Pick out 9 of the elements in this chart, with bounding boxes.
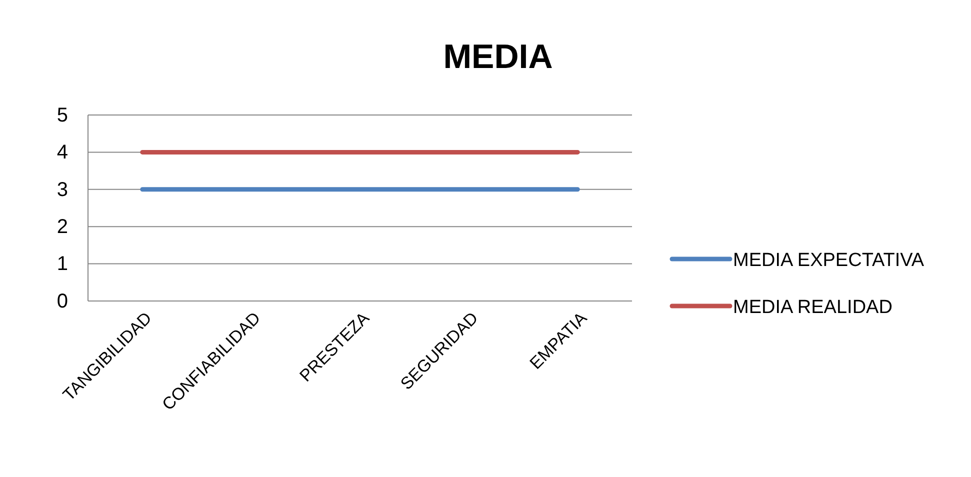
chart-title: MEDIA bbox=[443, 38, 553, 76]
y-tick-label: 5 bbox=[56, 104, 68, 126]
y-tick-label: 4 bbox=[56, 142, 68, 164]
legend-label: MEDIA EXPECTATIVA bbox=[733, 250, 924, 271]
y-tick-label: 2 bbox=[56, 216, 68, 238]
y-tick-label: 3 bbox=[56, 178, 68, 201]
y-tick-label: 0 bbox=[56, 290, 68, 312]
y-tick-label: 1 bbox=[56, 253, 68, 276]
legend-label: MEDIA REALIDAD bbox=[733, 297, 892, 318]
